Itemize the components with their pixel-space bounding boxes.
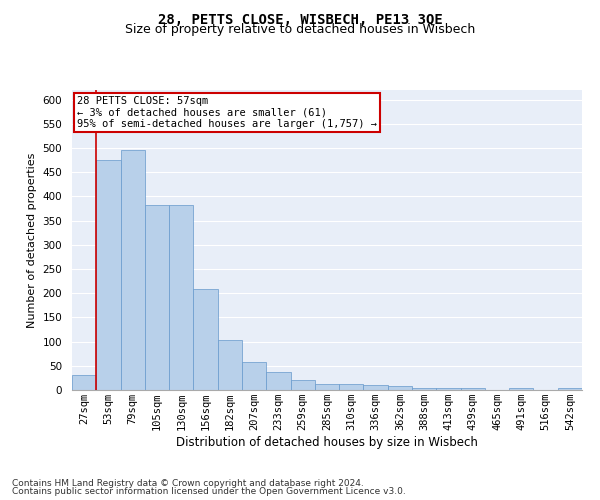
Bar xyxy=(339,384,364,390)
Bar xyxy=(266,372,290,390)
Bar xyxy=(290,380,315,390)
Bar xyxy=(436,388,461,390)
Bar xyxy=(121,150,145,390)
Bar xyxy=(388,386,412,390)
Bar xyxy=(169,204,193,390)
Y-axis label: Number of detached properties: Number of detached properties xyxy=(27,152,37,328)
Bar xyxy=(364,384,388,390)
Bar xyxy=(315,384,339,390)
Bar xyxy=(558,388,582,390)
Bar xyxy=(96,160,121,390)
Bar xyxy=(509,388,533,390)
Bar xyxy=(218,340,242,390)
Text: 28, PETTS CLOSE, WISBECH, PE13 3QE: 28, PETTS CLOSE, WISBECH, PE13 3QE xyxy=(158,12,442,26)
Text: Contains HM Land Registry data © Crown copyright and database right 2024.: Contains HM Land Registry data © Crown c… xyxy=(12,478,364,488)
Bar xyxy=(461,388,485,390)
X-axis label: Distribution of detached houses by size in Wisbech: Distribution of detached houses by size … xyxy=(176,436,478,449)
Text: Size of property relative to detached houses in Wisbech: Size of property relative to detached ho… xyxy=(125,22,475,36)
Text: 28 PETTS CLOSE: 57sqm
← 3% of detached houses are smaller (61)
95% of semi-detac: 28 PETTS CLOSE: 57sqm ← 3% of detached h… xyxy=(77,96,377,129)
Bar xyxy=(193,290,218,390)
Bar xyxy=(412,388,436,390)
Bar xyxy=(72,376,96,390)
Text: Contains public sector information licensed under the Open Government Licence v3: Contains public sector information licen… xyxy=(12,487,406,496)
Bar xyxy=(242,362,266,390)
Bar xyxy=(145,204,169,390)
